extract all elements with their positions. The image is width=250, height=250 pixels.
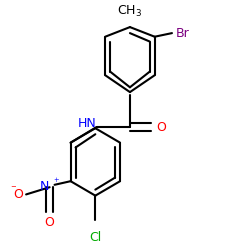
Text: Cl: Cl (89, 230, 102, 243)
Text: O: O (45, 216, 54, 229)
Text: N: N (40, 180, 49, 192)
Text: O: O (156, 120, 166, 134)
Text: $^+$: $^+$ (52, 178, 60, 188)
Text: CH$_3$: CH$_3$ (118, 4, 142, 19)
Text: HN: HN (78, 117, 96, 130)
Text: Br: Br (176, 26, 190, 40)
Text: O: O (13, 188, 23, 201)
Text: $^-$: $^-$ (8, 184, 17, 194)
